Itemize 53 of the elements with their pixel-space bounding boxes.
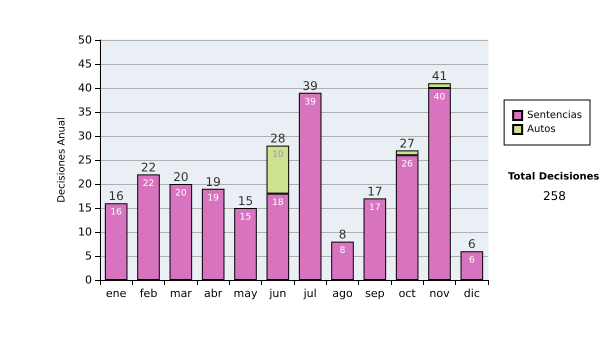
total-label: 17 — [367, 184, 382, 198]
x-tick-label: feb — [140, 287, 158, 300]
y-tick-label: 0 — [85, 274, 92, 286]
x-tick-label: jul — [302, 287, 317, 300]
data-label: 18 — [272, 198, 284, 208]
y-tick-label: 10 — [78, 226, 92, 238]
x-tick-label: abr — [204, 287, 223, 300]
total-label: 20 — [173, 170, 188, 184]
x-tick-label: nov — [429, 287, 450, 300]
data-label: 6 — [468, 256, 475, 266]
total-label: 27 — [400, 136, 415, 150]
data-label: 40 — [434, 92, 446, 102]
legend-label: Autos — [527, 124, 556, 135]
text: Total Decisiones — [508, 172, 600, 182]
total-label: 16 — [108, 189, 124, 204]
total-label: 8 — [338, 228, 346, 242]
data-label: 8 — [340, 246, 346, 256]
data-label: 22 — [142, 178, 154, 189]
data-label: 19 — [207, 193, 220, 204]
y-tick-label: 50 — [78, 34, 92, 46]
x-tick-label: ago — [332, 287, 353, 300]
total-label: 22 — [140, 160, 156, 174]
text: 258 — [543, 189, 566, 203]
y-tick-label: 30 — [78, 130, 92, 142]
total-label: 6 — [468, 237, 476, 252]
total-label: 28 — [270, 132, 286, 146]
y-tick-label: 25 — [78, 154, 92, 166]
y-tick-label: 45 — [78, 58, 92, 70]
y-tick-label: 35 — [78, 106, 92, 118]
y-tick-label: 40 — [78, 82, 92, 94]
data-label: 39 — [304, 97, 316, 108]
data-label: 26 — [401, 160, 414, 170]
total-label: 19 — [206, 174, 221, 189]
data-label: 17 — [369, 202, 381, 213]
y-tick-label: 20 — [78, 178, 92, 190]
x-tick-label: oct — [398, 287, 416, 300]
x-tick-label: ene — [106, 287, 127, 300]
data-label: 20 — [175, 188, 187, 198]
x-tick-label: may — [234, 287, 258, 300]
x-tick-label: dic — [464, 287, 480, 300]
total-label: 39 — [302, 78, 318, 93]
data-label: 15 — [240, 212, 252, 222]
x-tick-label: mar — [170, 287, 192, 300]
x-tick-label: sep — [365, 287, 385, 300]
legend-label: Sentencias — [527, 110, 582, 121]
data-label: 16 — [110, 208, 122, 218]
data-label: 10 — [272, 150, 284, 160]
total-label: 41 — [432, 69, 448, 84]
x-tick-label: jun — [268, 287, 286, 300]
y-axis-title: Decisiones Anual — [56, 117, 68, 203]
total-label: 15 — [238, 194, 254, 208]
y-tick-label: 15 — [78, 202, 92, 214]
y-tick-label: 5 — [85, 250, 92, 262]
